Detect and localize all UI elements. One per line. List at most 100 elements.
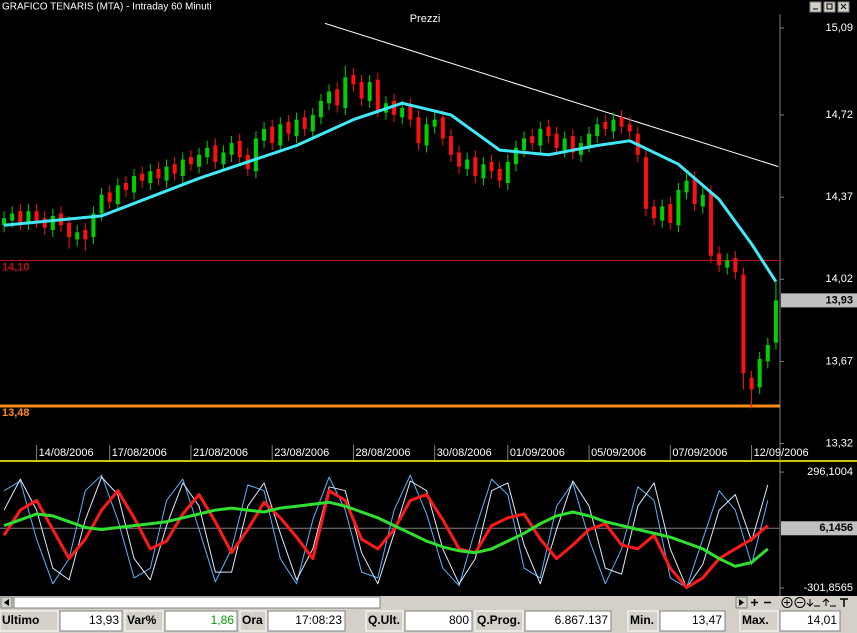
candle-body xyxy=(10,213,15,221)
status-value-cell xyxy=(164,610,238,632)
candle-body xyxy=(408,105,413,120)
candle-body xyxy=(530,136,535,144)
y-tick-label: 15,09 xyxy=(825,22,853,34)
scale-down[interactable] xyxy=(806,599,820,607)
candle-body xyxy=(733,258,738,273)
candle-body xyxy=(611,119,616,132)
candle-body xyxy=(708,192,713,256)
y-tick-label: 296,1004 xyxy=(807,466,853,478)
status-value-cell xyxy=(267,610,346,632)
candle-body xyxy=(262,129,267,141)
status-value-cell xyxy=(59,610,123,632)
candle-body xyxy=(310,114,315,132)
x-tick-label: 07/09/2006 xyxy=(672,447,727,459)
candle-body xyxy=(595,124,600,137)
candle-body xyxy=(481,164,486,179)
candle-body xyxy=(343,77,348,108)
trendline xyxy=(324,22,779,168)
x-tick-label: 17/08/2006 xyxy=(112,447,167,459)
status-value-cell xyxy=(659,610,726,632)
candle-body xyxy=(400,107,405,118)
window-buttons[interactable] xyxy=(809,1,850,13)
candle-body xyxy=(554,133,559,148)
marker-label: 6,1456 xyxy=(819,522,853,534)
status-label: Max. xyxy=(742,613,769,627)
y-tick-label: 14,02 xyxy=(825,273,853,285)
candle-body xyxy=(717,253,722,266)
level-label: 13,48 xyxy=(2,407,30,419)
candle-body xyxy=(684,180,689,193)
status-label-cell xyxy=(0,610,59,632)
status-label: Min. xyxy=(630,613,654,627)
text-tool[interactable] xyxy=(840,598,848,607)
oscillator-line xyxy=(3,474,769,589)
candle-body xyxy=(749,377,754,390)
candle-body xyxy=(660,206,665,221)
candle-body xyxy=(725,260,730,268)
candle-body xyxy=(513,147,518,165)
candle-body xyxy=(497,168,502,181)
status-value-cell xyxy=(779,610,841,632)
candle-body xyxy=(67,222,72,237)
candle-body xyxy=(213,145,218,162)
candle-body xyxy=(318,100,323,118)
candle-body xyxy=(197,154,202,167)
status-label: Q.Ult. xyxy=(368,613,400,627)
status-label: Ultimo xyxy=(2,613,39,627)
candle-body xyxy=(627,124,632,132)
status-value: 13,47 xyxy=(692,613,722,627)
y-tick-label: 14,37 xyxy=(825,191,853,203)
candle-body xyxy=(26,211,31,223)
candle-body xyxy=(253,138,258,172)
candle-body xyxy=(351,75,356,85)
candle-body xyxy=(205,147,210,158)
icon xyxy=(784,599,790,606)
moving-average xyxy=(3,101,778,283)
y-tick-label: 13,67 xyxy=(825,355,853,367)
zoom-plus[interactable] xyxy=(781,597,793,608)
scale-up[interactable] xyxy=(822,598,836,607)
candle-body xyxy=(619,117,624,127)
x-tick-label: 05/09/2006 xyxy=(591,447,646,459)
x-tick-label: 23/08/2006 xyxy=(274,447,329,459)
maximize-button[interactable] xyxy=(823,1,836,13)
candle-body xyxy=(676,190,681,226)
status-label-cell xyxy=(474,610,524,632)
candle-body xyxy=(115,185,120,205)
x-tick-label: 12/09/2006 xyxy=(754,447,809,459)
status-value: 17:08:23 xyxy=(295,613,342,627)
x-tick-label: 30/08/2006 xyxy=(437,447,492,459)
icon xyxy=(826,3,833,10)
candle-body xyxy=(765,344,770,362)
status-label: Var% xyxy=(127,613,157,627)
status-label: Q.Prog. xyxy=(477,613,520,627)
y-tick-label: -301,8565 xyxy=(803,582,853,594)
status-value: 13,93 xyxy=(89,613,119,627)
x-tick-label: 01/09/2006 xyxy=(510,447,565,459)
candle-body xyxy=(237,140,242,158)
oscillator-line xyxy=(3,476,769,589)
zoom-minus[interactable] xyxy=(794,597,806,608)
oscillator-panel: 296,1004 -301,8565 6,1456 xyxy=(0,466,857,594)
status-fields: Ultimo 13,93 Var% 1,86 Ora 17:08:23 Q.Ult. 800 Q… xyxy=(0,610,841,632)
candle-body xyxy=(367,82,372,101)
zoom-out[interactable] xyxy=(762,597,773,608)
icon xyxy=(794,597,806,608)
zoom-in[interactable] xyxy=(749,597,760,608)
icon xyxy=(751,599,758,606)
candle-body xyxy=(359,82,364,99)
scroll-thumb[interactable] xyxy=(13,596,381,609)
price-panel: Prezzi 15,09 14,72 14,37 14,02 13,67 13,32 14/0… xyxy=(0,13,857,460)
icon xyxy=(781,597,793,608)
scrollbar[interactable] xyxy=(0,596,857,609)
candle-body xyxy=(294,119,299,137)
minimize-button[interactable] xyxy=(809,1,822,13)
candle-body xyxy=(416,117,421,144)
candle-body xyxy=(302,117,307,130)
candle-body xyxy=(172,164,177,174)
candle-body xyxy=(448,136,453,155)
y-tick-label: 14,72 xyxy=(825,109,853,121)
candle-body xyxy=(75,232,80,240)
icon xyxy=(4,599,9,606)
